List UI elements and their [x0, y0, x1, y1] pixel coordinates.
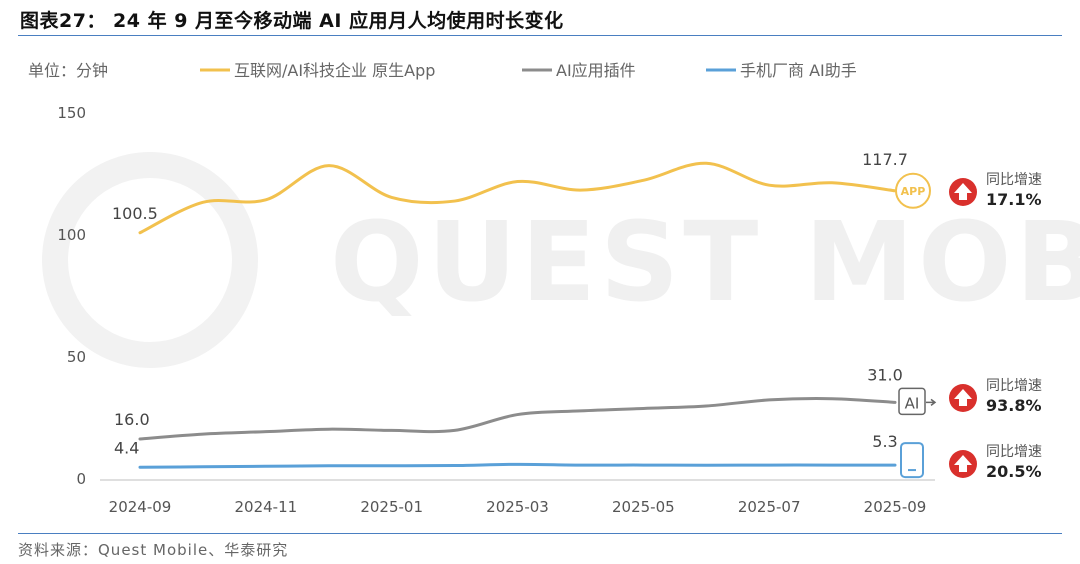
- series-line-phone-assistant: [138, 462, 897, 469]
- x-tick-label: 2025-05: [612, 498, 675, 516]
- legend-label-native-app: 互联网/AI科技企业 原生App: [234, 61, 435, 80]
- growth-value: 20.5%: [986, 462, 1042, 481]
- growth-label: 同比增速: [986, 172, 1042, 188]
- data-label-start-native-app: 100.5: [112, 204, 158, 223]
- y-axis: 0 50 100 150: [57, 104, 86, 488]
- series-line-ai-plugin: [138, 397, 897, 441]
- ai-plugin-icon: AI: [898, 387, 937, 416]
- growth-badge-ai-plugin: 同比增速 93.8%: [949, 378, 1042, 415]
- data-label-end-native-app: 117.7: [862, 150, 908, 169]
- y-tick-label: 100: [57, 226, 86, 244]
- legend: 互联网/AI科技企业 原生App AI应用插件 手机厂商 AI助手: [200, 61, 857, 80]
- data-labels: 100.5 117.7 16.0 31.0 4.4 5.3: [112, 150, 908, 457]
- phone-icon: [900, 442, 924, 479]
- legend-label-ai-plugin: AI应用插件: [556, 61, 636, 80]
- svg-text:AI: AI: [905, 394, 920, 412]
- y-tick-label: 0: [76, 470, 86, 488]
- series-layer: [138, 161, 897, 469]
- growth-value: 93.8%: [986, 396, 1042, 415]
- x-tick-label: 2025-01: [360, 498, 423, 516]
- growth-badge-phone-assistant: 同比增速 20.5%: [949, 444, 1042, 481]
- x-tick-label: 2025-09: [864, 498, 927, 516]
- series-line-native-app: [138, 161, 897, 235]
- figure-title: 图表27： 24 年 9 月至今移动端 AI 应用月人均使用时长变化: [20, 10, 564, 32]
- x-tick-label: 2025-03: [486, 498, 549, 516]
- growth-badge-native-app: 同比增速 17.1%: [949, 172, 1042, 209]
- y-tick-label: 50: [67, 348, 86, 366]
- watermark: QUEST MOBILE: [42, 152, 1080, 368]
- legend-item-phone-assistant: 手机厂商 AI助手: [706, 61, 857, 80]
- source-rule: [18, 533, 1062, 534]
- x-tick-label: 2024-11: [234, 498, 297, 516]
- growth-badges: 同比增速 17.1% 同比增速 93.8% 同比增速 20.5%: [949, 172, 1042, 481]
- legend-item-native-app: 互联网/AI科技企业 原生App: [200, 61, 435, 80]
- watermark-text: QUEST MOBILE: [330, 198, 1080, 326]
- legend-label-phone-assistant: 手机厂商 AI助手: [740, 61, 857, 80]
- app-badge-icon: APP: [895, 172, 931, 209]
- legend-item-ai-plugin: AI应用插件: [522, 61, 636, 80]
- data-label-start-ai-plugin: 16.0: [114, 410, 150, 429]
- end-icons: APP AI: [895, 172, 937, 479]
- data-label-end-phone-assistant: 5.3: [872, 432, 897, 451]
- svg-text:APP: APP: [901, 185, 926, 198]
- growth-value: 17.1%: [986, 190, 1042, 209]
- unit-label: 单位：分钟: [28, 61, 108, 80]
- data-label-end-ai-plugin: 31.0: [867, 365, 903, 384]
- growth-label: 同比增速: [986, 378, 1042, 394]
- y-tick-label: 150: [57, 104, 86, 122]
- data-label-start-phone-assistant: 4.4: [114, 438, 139, 457]
- growth-label: 同比增速: [986, 444, 1042, 460]
- x-tick-label: 2024-09: [109, 498, 172, 516]
- title-rule: [18, 35, 1062, 36]
- x-tick-label: 2025-07: [738, 498, 801, 516]
- x-axis: 2024-09 2024-11 2025-01 2025-03 2025-05 2025-…: [100, 479, 935, 516]
- line-chart: QUEST MOBILE 单位：分钟 互联网/AI科技企业 原生App AI应用…: [28, 61, 1080, 516]
- source-note: 资料来源：Quest Mobile、华泰研究: [18, 541, 289, 559]
